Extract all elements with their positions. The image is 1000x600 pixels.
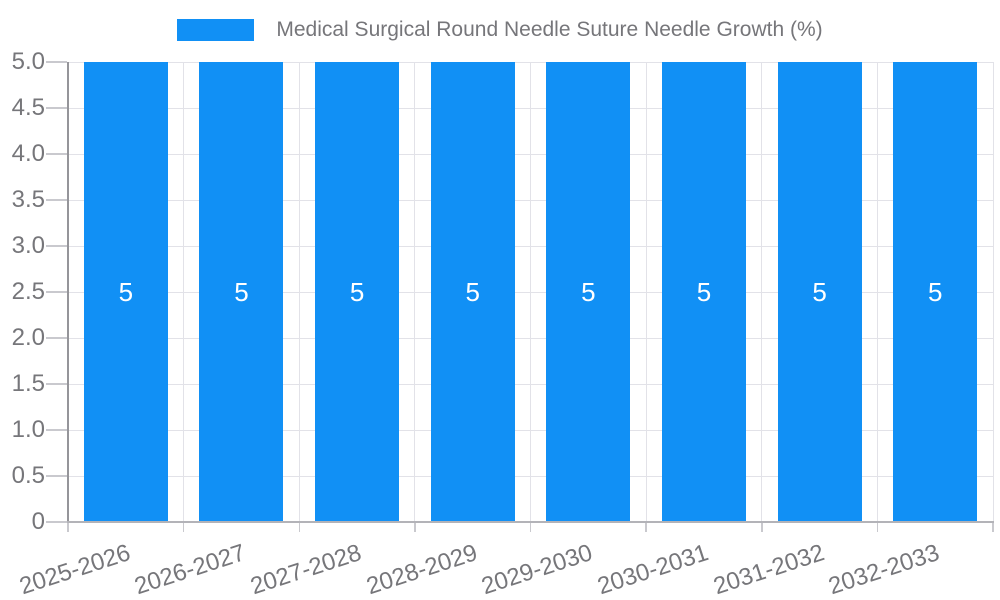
legend-swatch[interactable] — [177, 19, 255, 41]
y-tick — [46, 475, 67, 477]
y-tick — [46, 61, 67, 63]
plot-area: 5 5 5 5 5 5 5 5 — [68, 61, 994, 522]
v-gridline — [876, 62, 878, 522]
v-gridline — [992, 62, 994, 522]
bar[interactable] — [893, 62, 978, 522]
x-tick — [876, 523, 879, 532]
x-tick — [298, 523, 300, 532]
y-axis-label: 3.0 — [11, 232, 45, 259]
x-tick — [645, 523, 647, 532]
y-axis-line — [67, 62, 69, 531]
y-axis-label: 5.0 — [11, 48, 45, 75]
bar[interactable] — [83, 62, 168, 522]
v-gridline — [761, 62, 763, 522]
y-axis-label: 4.0 — [11, 140, 45, 167]
v-gridline — [298, 62, 300, 522]
x-tick — [529, 523, 532, 532]
bar[interactable] — [199, 62, 284, 522]
x-tick — [992, 523, 994, 532]
x-tick — [182, 523, 185, 532]
bar-value-label: 5 — [465, 277, 480, 307]
bar-value-label: 5 — [234, 277, 249, 307]
y-axis-label: 0.5 — [11, 462, 45, 489]
bar-value-label: 5 — [812, 277, 827, 307]
x-tick — [414, 523, 416, 532]
bar[interactable] — [777, 62, 862, 522]
v-gridline — [645, 62, 647, 522]
x-axis-line — [67, 521, 994, 523]
y-axis-label: 2.5 — [11, 278, 45, 305]
bar-value-label: 5 — [349, 277, 365, 307]
y-axis-label: 1.5 — [11, 370, 45, 397]
legend-label: Medical Surgical Round Needle Suture Nee… — [276, 18, 823, 41]
y-tick — [46, 383, 67, 385]
y-tick — [46, 291, 67, 293]
y-axis-label: 4.5 — [11, 94, 45, 121]
bar[interactable] — [661, 62, 746, 522]
y-axis-label: 2.0 — [11, 324, 45, 351]
bar[interactable] — [546, 62, 631, 522]
bar[interactable] — [315, 62, 400, 522]
y-axis-label: 0 — [31, 508, 45, 535]
y-tick — [46, 199, 67, 201]
y-tick — [46, 245, 67, 247]
y-tick — [46, 337, 67, 339]
y-axis-label: 3.5 — [11, 186, 45, 213]
bar-value-label: 5 — [118, 277, 134, 307]
bar-value-label: 5 — [927, 277, 943, 307]
y-tick — [46, 107, 67, 109]
y-tick — [46, 521, 67, 523]
y-tick — [46, 153, 67, 155]
legend-item[interactable]: Medical Surgical Round Needle Suture Nee… — [0, 18, 1000, 42]
bar-value-label: 5 — [696, 277, 712, 307]
y-tick — [46, 429, 67, 431]
x-tick — [67, 523, 69, 532]
v-gridline — [530, 62, 531, 522]
v-gridline — [183, 62, 185, 522]
x-tick — [761, 523, 763, 532]
bar-value-label: 5 — [581, 277, 596, 307]
bar[interactable] — [430, 62, 515, 522]
v-gridline — [414, 62, 416, 522]
y-axis-label: 1.0 — [11, 416, 45, 443]
